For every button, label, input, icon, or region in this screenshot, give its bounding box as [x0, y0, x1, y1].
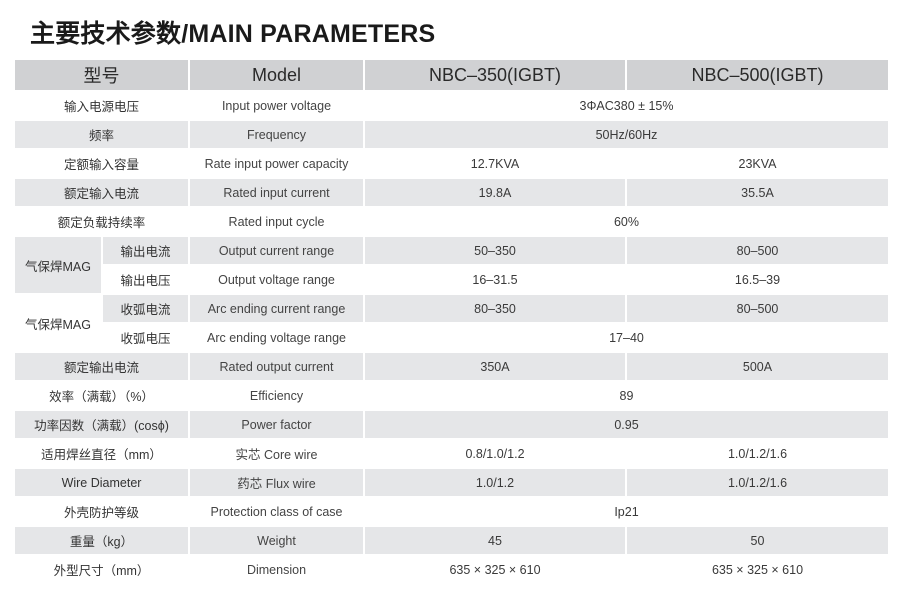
- row-label-cn: 效率（满载）（%）: [13, 380, 190, 411]
- row-label-en: Output voltage range: [188, 264, 365, 295]
- row-value-nbc350: 16–31.5: [363, 264, 627, 295]
- row-label-en: Weight: [188, 525, 365, 556]
- table-row: 气保焊MAG 输出电流 Output current range 50–350 …: [13, 235, 890, 295]
- row-value-nbc500: 35.5A: [625, 177, 890, 208]
- table-row: 额定输入电流 Rated input current 19.8A 35.5A: [13, 177, 890, 208]
- row-label-cn: 输入电源电压: [13, 90, 190, 121]
- row-value-nbc500: 80–500: [625, 235, 890, 266]
- row-value-nbc350: 350A: [363, 351, 627, 382]
- header-nbc350: NBC–350(IGBT): [363, 58, 627, 92]
- group-label-mag: 气保焊MAG: [13, 293, 103, 353]
- header-nbc500: NBC–500(IGBT): [625, 58, 890, 92]
- table-row: 频率 Frequency 50Hz/60Hz: [13, 119, 890, 150]
- row-label-cn: 额定负载持续率: [13, 206, 190, 237]
- row-label-en: Rated output current: [188, 351, 365, 382]
- row-value-nbc350: 635 × 325 × 610: [363, 554, 627, 585]
- row-label-cn: 收弧电压: [101, 322, 190, 353]
- row-label-cn: 频率: [13, 119, 190, 150]
- parameters-table: 型号 Model NBC–350(IGBT) NBC–500(IGBT) 输入电…: [13, 58, 890, 585]
- row-label-en: Rated input cycle: [188, 206, 365, 237]
- row-value-nbc500: 1.0/1.2/1.6: [625, 438, 890, 469]
- table-row: 功率因数（满载）(cosϕ) Power factor 0.95: [13, 409, 890, 440]
- header-type: 型号: [13, 58, 190, 92]
- row-value-nbc500: 1.0/1.2/1.6: [625, 467, 890, 498]
- row-value-nbc500: 500A: [625, 351, 890, 382]
- table-row: 重量（kg） Weight 45 50: [13, 525, 890, 556]
- row-label-cn: 适用焊丝直径（mm）: [13, 438, 190, 469]
- table-row: 外壳防护等级 Protection class of case Ip21: [13, 496, 890, 527]
- row-value-nbc500: 635 × 325 × 610: [625, 554, 890, 585]
- row-label-cn: 外壳防护等级: [13, 496, 190, 527]
- row-value-nbc500: 23KVA: [625, 148, 890, 179]
- header-model: Model: [188, 58, 365, 92]
- row-value-nbc500: 16.5–39: [625, 264, 890, 295]
- row-value-nbc350: 12.7KVA: [363, 148, 627, 179]
- row-label-cn: 收弧电流: [101, 293, 190, 324]
- row-label-en: Efficiency: [188, 380, 365, 411]
- row-value-nbc350: 0.8/1.0/1.2: [363, 438, 627, 469]
- row-value: 3ΦAC380 ± 15%: [363, 90, 890, 121]
- row-label-en: 药芯 Flux wire: [188, 467, 365, 498]
- table-row: 额定负载持续率 Rated input cycle 60%: [13, 206, 890, 237]
- table-row: 输入电源电压 Input power voltage 3ΦAC380 ± 15%: [13, 90, 890, 121]
- row-value: Ip21: [363, 496, 890, 527]
- table-row: 适用焊丝直径（mm） 实芯 Core wire 0.8/1.0/1.2 1.0/…: [13, 438, 890, 469]
- row-value-nbc350: 45: [363, 525, 627, 556]
- row-value-nbc350: 19.8A: [363, 177, 627, 208]
- table-row: 外型尺寸（mm） Dimension 635 × 325 × 610 635 ×…: [13, 554, 890, 585]
- row-label-cn: 额定输出电流: [13, 351, 190, 382]
- table-row: 效率（满载）（%） Efficiency 89: [13, 380, 890, 411]
- row-label-en: Output current range: [188, 235, 365, 266]
- row-label-cn: 功率因数（满载）(cosϕ): [13, 409, 190, 440]
- row-label-en: Power factor: [188, 409, 365, 440]
- page-title: 主要技术参数/MAIN PARAMETERS: [30, 20, 436, 48]
- row-value: 17–40: [363, 322, 890, 353]
- row-label-en: Rate input power capacity: [188, 148, 365, 179]
- table-row: 输出电压 Output voltage range 16–31.5 16.5–3…: [14, 264, 890, 295]
- table-row: 收弧电压 Arc ending voltage range 17–40: [14, 322, 890, 353]
- row-label-en: Rated input current: [188, 177, 365, 208]
- row-value: 0.95: [363, 409, 890, 440]
- row-label-cn: 输出电流: [101, 235, 190, 266]
- row-value-nbc350: 50–350: [363, 235, 627, 266]
- row-value-nbc500: 50: [625, 525, 890, 556]
- row-value: 89: [363, 380, 890, 411]
- table-row: Wire Diameter 药芯 Flux wire 1.0/1.2 1.0/1…: [13, 467, 890, 498]
- row-value-nbc350: 80–350: [363, 293, 627, 324]
- row-label-cn: 输出电压: [101, 264, 190, 295]
- row-label-en: Arc ending voltage range: [188, 322, 365, 353]
- row-label-cn: 定额输入容量: [13, 148, 190, 179]
- row-label-en: Input power voltage: [188, 90, 365, 121]
- row-label-cn: 重量（kg）: [13, 525, 190, 556]
- table-row: 气保焊MAG 收弧电流 Arc ending current range 80–…: [13, 293, 890, 353]
- row-label-cn: 外型尺寸（mm）: [13, 554, 190, 585]
- row-label-cn: Wire Diameter: [13, 467, 190, 498]
- row-label-en: Frequency: [188, 119, 365, 150]
- row-label-cn: 额定输入电流: [13, 177, 190, 208]
- table-header-row: 型号 Model NBC–350(IGBT) NBC–500(IGBT): [13, 58, 890, 92]
- row-label-en: Dimension: [188, 554, 365, 585]
- row-label-en: 实芯 Core wire: [188, 438, 365, 469]
- row-value-nbc350: 1.0/1.2: [363, 467, 627, 498]
- row-value: 60%: [363, 206, 890, 237]
- row-label-en: Arc ending current range: [188, 293, 365, 324]
- table-row: 定额输入容量 Rate input power capacity 12.7KVA…: [13, 148, 890, 179]
- row-value: 50Hz/60Hz: [363, 119, 890, 150]
- row-label-en: Protection class of case: [188, 496, 365, 527]
- table-row: 额定输出电流 Rated output current 350A 500A: [13, 351, 890, 382]
- group-label-mag: 气保焊MAG: [13, 235, 103, 295]
- row-value-nbc500: 80–500: [625, 293, 890, 324]
